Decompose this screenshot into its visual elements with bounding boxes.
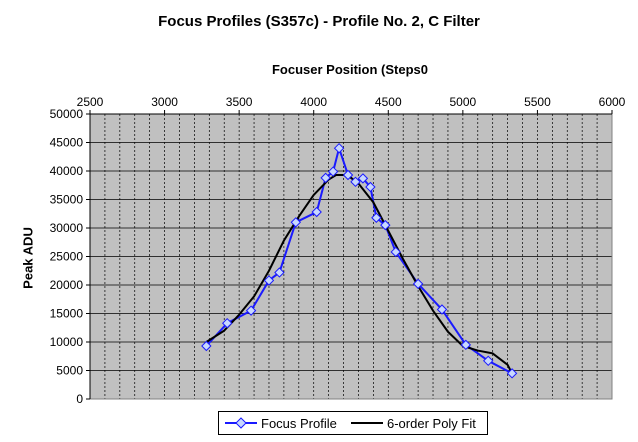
focus-profile-point (390, 246, 401, 258)
x-tick-label: 3000 (151, 95, 178, 109)
focus-profile-point (274, 267, 285, 278)
focus-profile-point (371, 212, 382, 223)
focus-profile-point (245, 305, 257, 316)
focus-profile-point (201, 340, 212, 352)
x-tick-label: 5000 (450, 95, 477, 109)
y-tick-label: 25000 (50, 250, 84, 264)
legend-focus-profile-swatch (225, 417, 257, 429)
focus-profile-point (290, 217, 302, 228)
y-tick-label: 10000 (50, 335, 84, 349)
legend-poly-fit-swatch (351, 422, 383, 424)
focus-profile-point (436, 304, 448, 315)
focus-profile-point (483, 355, 494, 367)
x-tick-label: 3500 (226, 95, 253, 109)
chart-title: Focus Profiles (S357c) - Profile No. 2, … (158, 13, 480, 30)
y-tick-label: 45000 (50, 136, 84, 150)
focus-profile-point (412, 278, 424, 290)
focus-profile-point (311, 206, 322, 218)
y-tick-label: 5000 (56, 364, 83, 378)
focus-profile-point (365, 181, 376, 193)
focus-profile-point (506, 368, 518, 379)
focus-profile-point (342, 169, 354, 181)
x-axis-label: Focuser Position (Steps0 (271, 62, 429, 77)
focus-profile-point (320, 172, 331, 184)
legend-poly-fit-label: 6-order Poly Fit (387, 416, 476, 431)
y-tick-label: 35000 (50, 193, 84, 207)
focus-profile-point (263, 275, 275, 286)
x-tick-label: 4500 (375, 95, 402, 109)
x-tick-label: 6000 (599, 95, 626, 109)
focus-profile-point (357, 173, 369, 184)
y-tick-label: 0 (76, 392, 83, 406)
focus-profile-point (222, 317, 233, 329)
x-tick-label: 4000 (300, 95, 327, 109)
y-tick-label: 30000 (50, 221, 84, 235)
focus-profile-point (460, 339, 472, 351)
focus-profile-point (380, 219, 391, 231)
y-tick-label: 20000 (50, 278, 84, 292)
x-tick-label: 2500 (77, 95, 104, 109)
legend: Focus Profile 6-order Poly Fit (218, 411, 488, 435)
x-tick-label: 5500 (524, 95, 551, 109)
focus-profile-point (333, 142, 345, 154)
focus-profile-point (350, 176, 361, 188)
focus-profile-point (327, 166, 339, 177)
legend-focus-profile-label: Focus Profile (261, 416, 337, 431)
y-tick-label: 40000 (50, 164, 84, 178)
y-tick-label: 50000 (50, 107, 84, 121)
y-tick-label: 15000 (50, 307, 84, 321)
